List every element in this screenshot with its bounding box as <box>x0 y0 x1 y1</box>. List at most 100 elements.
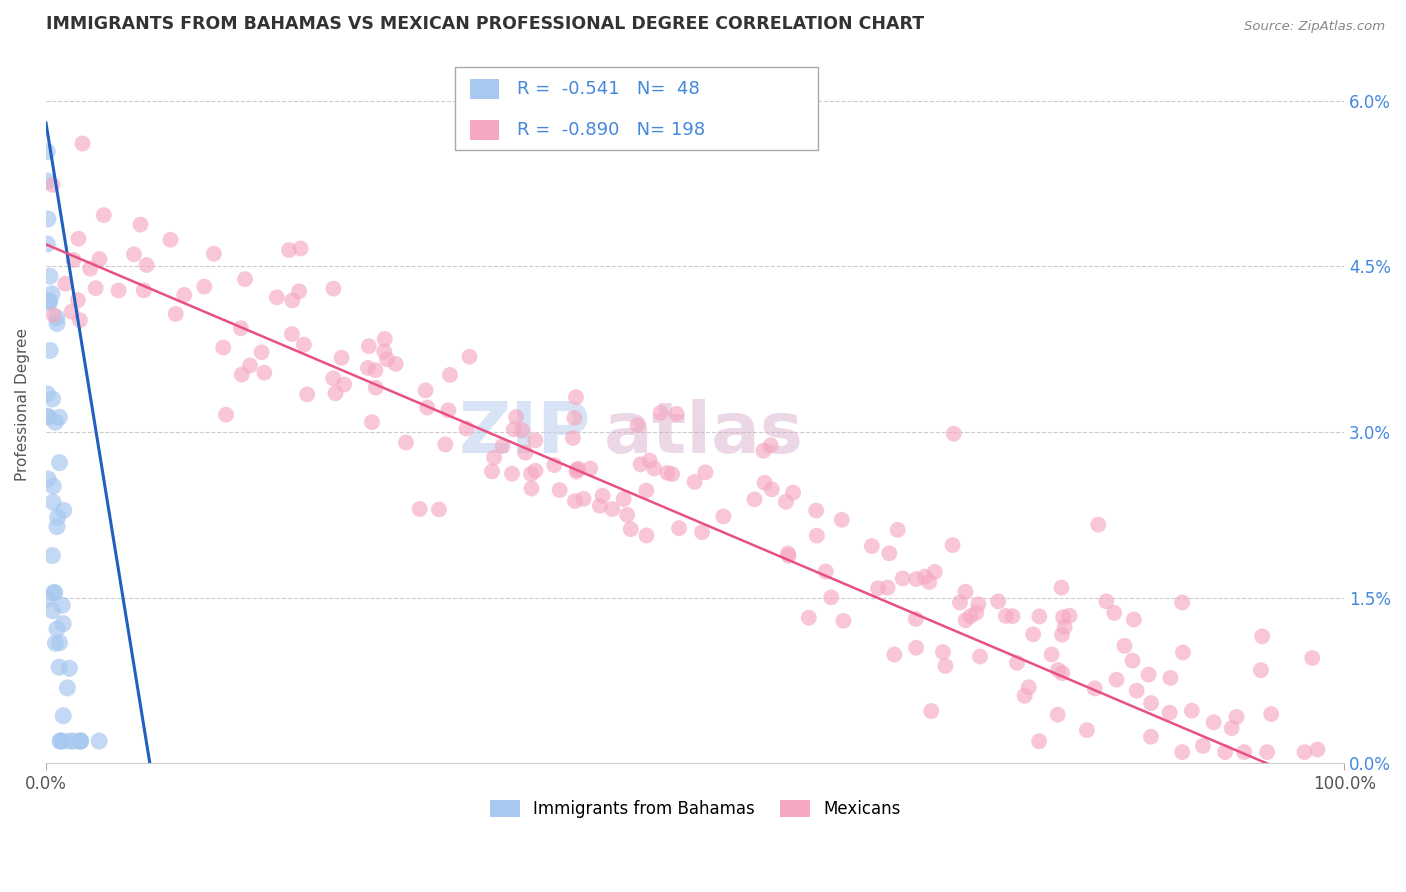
Point <box>918 574 941 589</box>
Point <box>132 284 155 298</box>
Point <box>62 252 84 267</box>
Point <box>52 503 75 517</box>
Point <box>416 401 439 415</box>
Point <box>548 483 571 497</box>
Point <box>565 390 588 404</box>
Point <box>231 368 253 382</box>
Point <box>37 472 59 486</box>
Point <box>165 307 187 321</box>
Point <box>797 610 820 624</box>
Point <box>572 491 595 506</box>
FancyBboxPatch shape <box>471 120 499 140</box>
Point <box>239 359 262 373</box>
Point <box>1181 704 1204 718</box>
Point <box>215 408 238 422</box>
Point <box>579 461 602 475</box>
Point <box>42 479 65 493</box>
Point <box>59 734 82 748</box>
Point <box>1137 667 1160 681</box>
Text: Source: ZipAtlas.com: Source: ZipAtlas.com <box>1244 20 1385 33</box>
Point <box>879 546 901 560</box>
Point <box>1125 683 1147 698</box>
Point <box>1159 671 1181 685</box>
Point <box>806 528 828 542</box>
Point <box>48 636 70 650</box>
Point <box>292 337 315 351</box>
Point <box>759 438 782 452</box>
Point <box>129 218 152 232</box>
Point <box>920 704 942 718</box>
Point <box>415 384 437 398</box>
Point <box>39 343 62 358</box>
Point <box>62 734 84 748</box>
Point <box>69 734 91 748</box>
Point <box>616 508 638 522</box>
Text: atlas: atlas <box>605 399 804 467</box>
Point <box>69 734 91 748</box>
Point <box>357 360 380 375</box>
Point <box>46 510 69 524</box>
Point <box>1260 707 1282 722</box>
Point <box>876 581 898 595</box>
Point <box>1256 745 1278 759</box>
Point <box>51 598 73 612</box>
Point <box>1028 734 1050 748</box>
Point <box>481 464 503 478</box>
Point <box>1171 595 1194 609</box>
Point <box>41 604 63 618</box>
Point <box>41 392 63 406</box>
Point <box>638 453 661 467</box>
Point <box>41 178 63 192</box>
Point <box>48 456 70 470</box>
Point <box>330 351 353 365</box>
Point <box>860 539 883 553</box>
Point <box>89 252 111 266</box>
Point <box>48 660 70 674</box>
Point <box>295 387 318 401</box>
Point <box>1171 645 1194 659</box>
Point <box>967 597 990 611</box>
Point <box>820 591 842 605</box>
Point <box>1014 689 1036 703</box>
Point <box>437 403 460 417</box>
Point <box>46 317 69 331</box>
Point <box>60 304 83 318</box>
Point <box>744 492 766 507</box>
Point <box>48 410 70 425</box>
Point <box>1046 707 1069 722</box>
Point <box>408 502 430 516</box>
Point <box>955 584 977 599</box>
Point <box>41 286 63 301</box>
Point <box>374 332 396 346</box>
Point <box>650 406 672 420</box>
Point <box>72 136 94 151</box>
Point <box>754 475 776 490</box>
Point <box>37 592 59 607</box>
Point <box>357 339 380 353</box>
Point <box>42 308 65 322</box>
Point <box>395 435 418 450</box>
Point <box>905 640 928 655</box>
Point <box>636 483 658 498</box>
Point <box>510 424 533 438</box>
Point <box>775 495 797 509</box>
Point <box>44 636 66 650</box>
Point <box>1306 742 1329 756</box>
Point <box>44 585 66 599</box>
Point <box>212 341 235 355</box>
Point <box>965 606 987 620</box>
Point <box>866 582 889 596</box>
Point <box>668 521 690 535</box>
Point <box>278 243 301 257</box>
Point <box>955 613 977 627</box>
Point <box>38 410 60 425</box>
Point <box>46 622 69 636</box>
Point <box>778 549 800 563</box>
Point <box>427 502 450 516</box>
Point <box>52 734 75 748</box>
Point <box>52 708 75 723</box>
Point <box>37 145 59 159</box>
Point <box>501 467 523 481</box>
Point <box>67 232 90 246</box>
Point <box>886 523 908 537</box>
